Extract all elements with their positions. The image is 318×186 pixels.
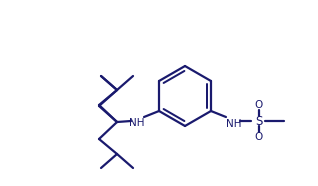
Text: O: O: [255, 132, 263, 142]
Text: S: S: [255, 115, 263, 127]
Text: NH: NH: [226, 119, 242, 129]
Text: O: O: [255, 100, 263, 110]
Text: NH: NH: [129, 118, 145, 128]
